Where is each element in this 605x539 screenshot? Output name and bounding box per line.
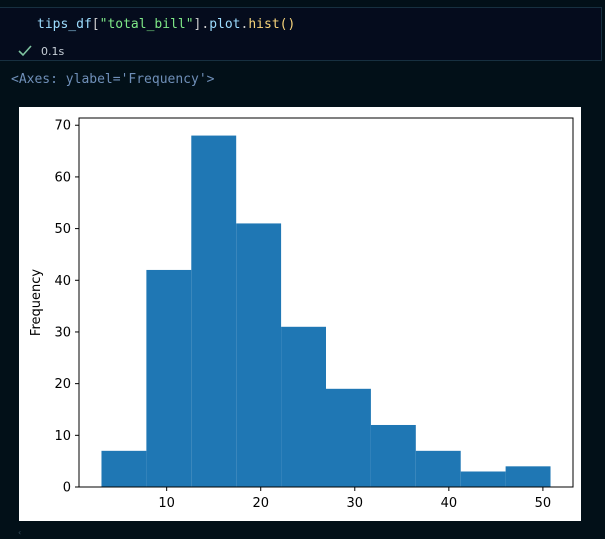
y-tick-label: 70	[54, 119, 71, 134]
y-axis-label: Frequency	[29, 269, 44, 336]
x-tick-label: 10	[158, 496, 175, 511]
histogram-bar	[236, 223, 282, 487]
histogram-bar	[281, 326, 326, 487]
code-token: plot	[209, 17, 241, 32]
scroll-indicator: ‹	[18, 528, 22, 537]
execution-time: 0.1s	[41, 44, 65, 58]
y-tick-label: 0	[63, 481, 71, 496]
axes-frame	[78, 117, 574, 488]
histogram-chart: 10 20 30 40 50 0 10 20 30 40 50 60 70 Frequency	[29, 117, 574, 511]
code-token: ()	[279, 17, 296, 32]
code-token: ].	[193, 17, 210, 32]
y-tick-label: 30	[54, 325, 71, 340]
y-tick-label: 10	[54, 429, 71, 444]
cell-output-text: <Axes: ylabel='Frequency'>	[11, 72, 215, 87]
y-tick-label: 50	[54, 222, 71, 237]
x-tick-label: 50	[535, 496, 552, 511]
x-tick-label: 30	[347, 496, 364, 511]
y-tick-label: 60	[54, 170, 71, 185]
y-tick-label: 20	[54, 377, 71, 392]
code-token: hist	[248, 17, 280, 32]
y-tick-label: 40	[54, 274, 71, 289]
execution-status: 0.1s	[17, 44, 64, 58]
histogram-bar	[146, 269, 192, 487]
x-tick-label: 40	[441, 496, 458, 511]
histogram-bar	[191, 135, 237, 488]
histogram-bar	[415, 450, 461, 487]
histogram-bar	[460, 471, 506, 487]
code-token: [	[91, 17, 100, 32]
x-tick-label: 20	[252, 496, 269, 511]
histogram-bar	[370, 424, 416, 487]
code-cell[interactable]: tips_df["total_bill"].plot.hist() 0.1s	[0, 7, 602, 61]
check-icon	[18, 45, 32, 57]
code-token: "total_bill"	[99, 17, 194, 32]
histogram-bar	[505, 466, 551, 487]
histogram-bar	[326, 388, 371, 487]
code-token: .	[240, 17, 249, 32]
histogram-bar	[101, 450, 147, 487]
code-line[interactable]: tips_df["total_bill"].plot.hist()	[37, 17, 295, 32]
histogram-plot: 10 20 30 40 50 0 10 20 30 40 50 60 70 Frequency	[19, 107, 581, 521]
code-token: tips_df	[37, 17, 92, 32]
